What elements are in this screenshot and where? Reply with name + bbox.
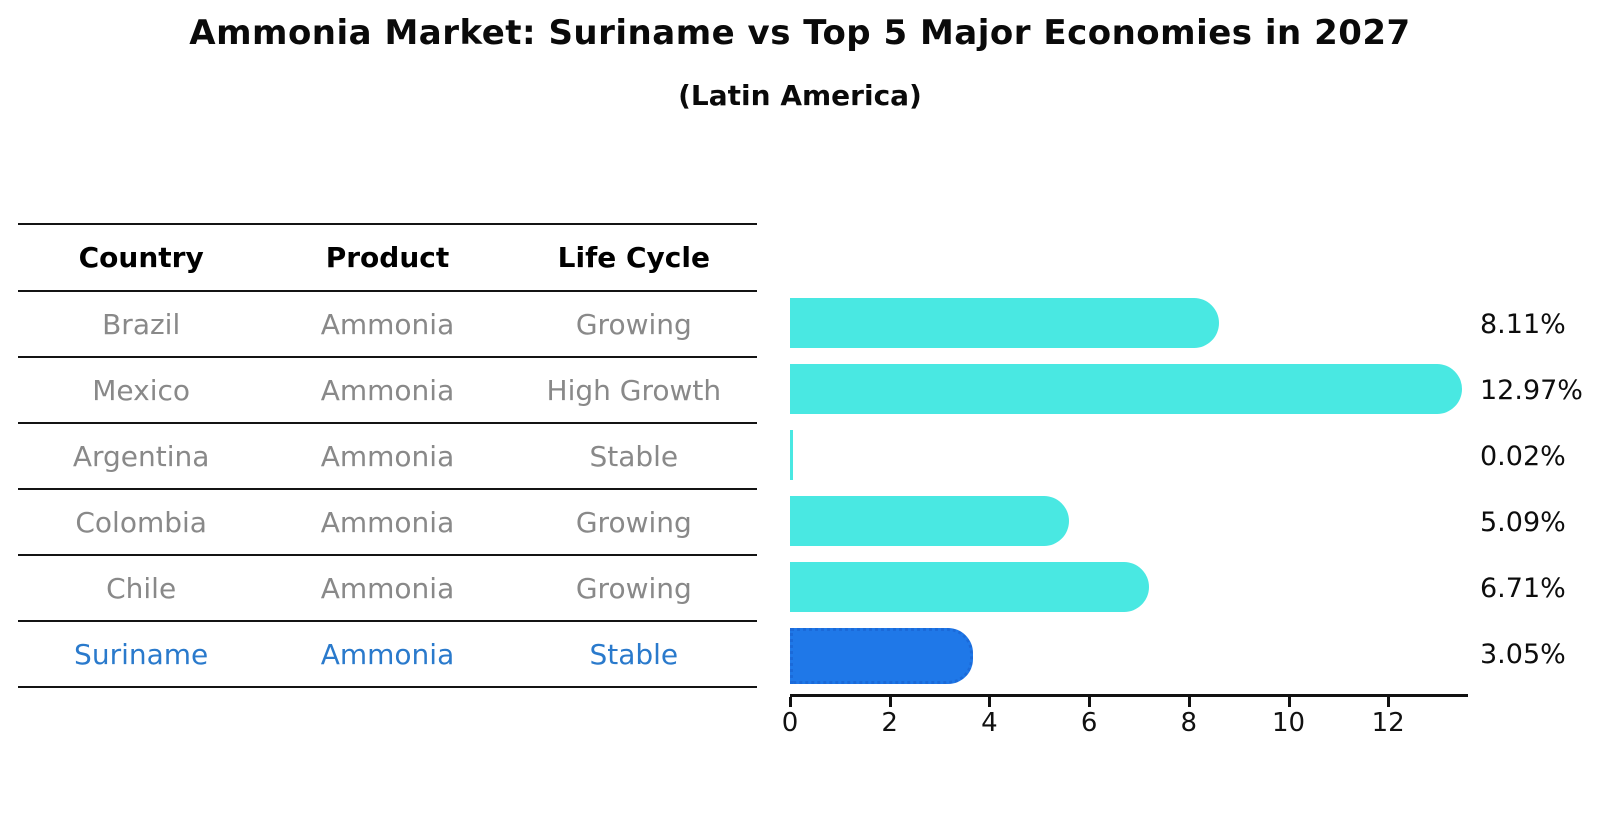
table-header-product: Product xyxy=(325,241,450,274)
x-tickmark-8 xyxy=(1187,697,1191,707)
table-row-mexico: Mexico Ammonia High Growth xyxy=(18,358,757,424)
x-ticklabel-6: 6 xyxy=(1080,708,1098,738)
x-tickmark-0 xyxy=(789,697,792,707)
x-ticklabel-12: 12 xyxy=(1371,708,1405,738)
cell-country: Argentina xyxy=(72,439,210,473)
cell-life_cycle: Growing xyxy=(575,505,692,539)
cell-life_cycle: Growing xyxy=(575,307,692,341)
bar-chile xyxy=(790,562,1150,612)
cell-product: Ammonia xyxy=(320,637,455,671)
cell-product: Ammonia xyxy=(320,439,455,473)
cell-life_cycle: Stable xyxy=(589,637,679,671)
value-label-suriname: 3.05% xyxy=(1480,639,1566,670)
x-ticklabel-8: 8 xyxy=(1180,708,1198,738)
table-header-life_cycle: Life Cycle xyxy=(557,241,710,274)
table-row-chile: Chile Ammonia Growing xyxy=(18,556,757,622)
x-tickmark-12 xyxy=(1387,697,1391,707)
x-tickmark-10 xyxy=(1287,697,1291,707)
chart-title: Ammonia Market: Suriname vs Top 5 Major … xyxy=(189,13,1411,53)
value-label-brazil: 8.11% xyxy=(1480,309,1566,340)
value-label-chile: 6.71% xyxy=(1480,573,1566,604)
x-ticklabel-0: 0 xyxy=(781,708,799,738)
x-ticklabel-10: 10 xyxy=(1271,708,1306,738)
table-row-colombia: Colombia Ammonia Growing xyxy=(18,490,757,556)
cell-product: Ammonia xyxy=(320,307,455,341)
cell-product: Ammonia xyxy=(320,505,455,539)
table-header-row: Country Product Life Cycle xyxy=(18,225,757,292)
table-row-argentina: Argentina Ammonia Stable xyxy=(18,424,757,490)
cell-product: Ammonia xyxy=(320,571,455,605)
value-label-mexico: 12.97% xyxy=(1480,375,1583,406)
cell-country: Brazil xyxy=(102,307,181,341)
cell-life_cycle: Stable xyxy=(589,439,679,473)
cell-country: Colombia xyxy=(75,505,207,539)
bar-brazil xyxy=(790,298,1220,348)
value-label-colombia: 5.09% xyxy=(1480,507,1566,538)
cell-country: Suriname xyxy=(74,637,209,671)
x-tickmark-4 xyxy=(988,697,992,707)
table-row-brazil: Brazil Ammonia Growing xyxy=(18,292,757,358)
cell-life_cycle: Growing xyxy=(575,571,692,605)
bar-argentina xyxy=(790,430,793,480)
cell-life_cycle: High Growth xyxy=(546,373,722,407)
cell-country: Mexico xyxy=(92,373,191,407)
value-label-argentina: 0.02% xyxy=(1480,441,1566,472)
x-ticklabel-2: 2 xyxy=(881,708,898,738)
bar-colombia xyxy=(790,496,1069,546)
bar-suriname xyxy=(790,628,974,684)
x-tickmark-2 xyxy=(888,697,892,707)
chart-subtitle: (Latin America) xyxy=(678,79,922,112)
cell-country: Chile xyxy=(106,571,177,605)
cell-product: Ammonia xyxy=(320,373,455,407)
country-table: Country Product Life Cycle Brazil Ammonia Gro… xyxy=(18,223,757,688)
bar-mexico xyxy=(790,364,1462,414)
table-header-country: Country xyxy=(78,241,204,274)
x-ticklabel-4: 4 xyxy=(981,708,998,738)
table-row-suriname: Suriname Ammonia Stable xyxy=(18,622,757,688)
x-tickmark-6 xyxy=(1088,697,1092,707)
x-axis-line xyxy=(790,694,1468,697)
